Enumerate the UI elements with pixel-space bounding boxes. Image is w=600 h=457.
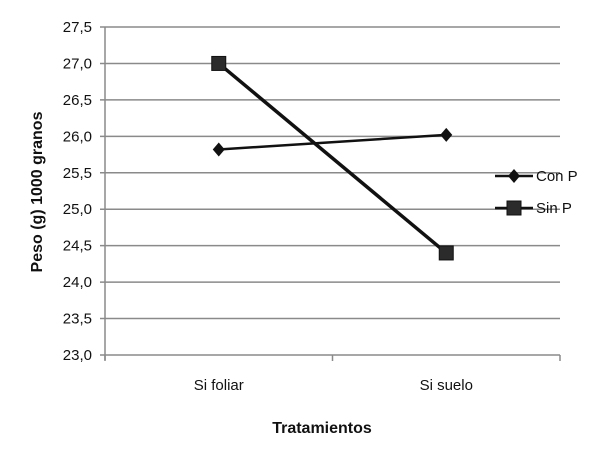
- gridlines: [100, 26, 561, 361]
- series-line-sin-p: [217, 62, 448, 255]
- y-tick-label: 27,5: [63, 19, 92, 36]
- legend-marker-con-p: [508, 169, 520, 183]
- legend-marker-sin-p: [506, 200, 522, 216]
- y-tick-label: 23,5: [63, 311, 92, 328]
- x-axis-label: Tratamientos: [272, 420, 372, 437]
- x-tick-label: Si suelo: [420, 377, 473, 394]
- y-tick-label: 26,5: [63, 92, 92, 109]
- x-tick-labels: Si foliar Si suelo: [194, 377, 473, 394]
- series-group: [211, 55, 454, 261]
- series-line-con-p: [218, 133, 447, 151]
- data-point-sin-p: [211, 55, 227, 71]
- y-tick-label: 23,0: [63, 347, 92, 364]
- y-tick-label: 25,0: [63, 201, 92, 218]
- y-tick-label: 25,5: [63, 165, 92, 182]
- legend: Con P Sin P: [495, 168, 578, 217]
- data-point-sin-p: [438, 245, 454, 261]
- y-axis-label: Peso (g) 1000 granos: [29, 111, 46, 272]
- y-tick-label: 24,0: [63, 274, 92, 291]
- y-tick-label: 26,0: [63, 128, 92, 145]
- legend-label-con-p: Con P: [536, 168, 578, 185]
- y-tick-label: 24,5: [63, 238, 92, 255]
- y-tick-labels: 23,0 23,5 24,0 24,5 25,0 25,5 26,0 26,5 27,0 27,5: [63, 19, 92, 364]
- legend-label-sin-p: Sin P: [536, 200, 572, 217]
- data-point-con-p: [212, 142, 225, 157]
- data-point-con-p: [440, 127, 453, 142]
- x-tick-label: Si foliar: [194, 377, 244, 394]
- y-tick-label: 27,0: [63, 55, 92, 72]
